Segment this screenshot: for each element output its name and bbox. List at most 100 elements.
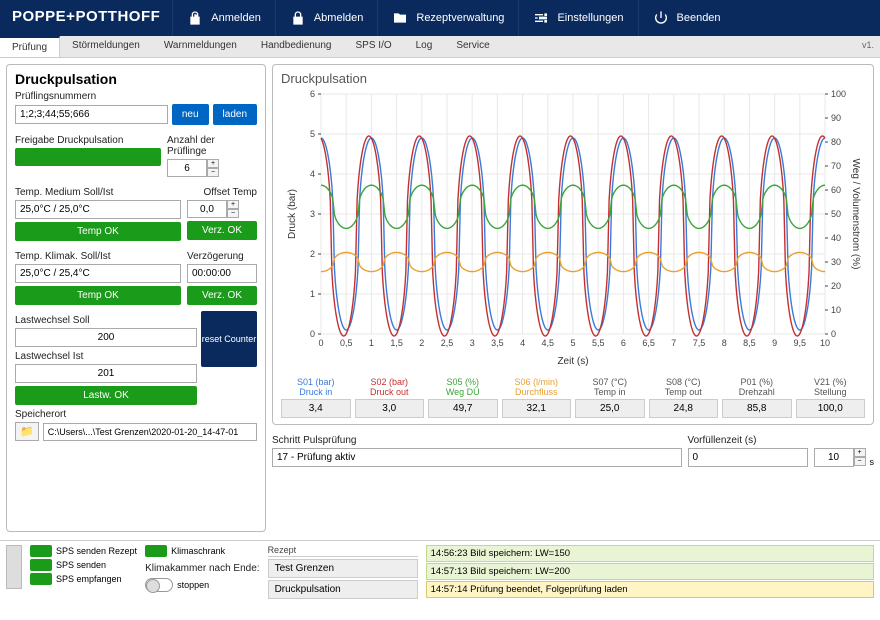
svg-text:40: 40: [831, 233, 841, 243]
svg-text:10: 10: [820, 338, 830, 348]
below-chart-row: Schritt Pulsprüfung Vorfüllenzeit (s) +−…: [272, 431, 874, 467]
svg-text:4,5: 4,5: [542, 338, 555, 348]
temp-ok-1[interactable]: Temp OK: [15, 222, 181, 241]
svg-text:Druck (bar): Druck (bar): [287, 189, 298, 239]
reset-counter-button[interactable]: reset Counter: [201, 311, 257, 367]
count-up[interactable]: +: [207, 159, 219, 168]
readout: S02 (bar)Druck out3,0: [355, 377, 425, 418]
load-button[interactable]: laden: [213, 104, 257, 125]
svg-text:3,5: 3,5: [491, 338, 504, 348]
tab-handbedienung[interactable]: Handbedienung: [249, 36, 344, 57]
klima-ende-label: Klimakammer nach Ende:: [145, 563, 260, 574]
vorfuell-spin-input[interactable]: [814, 448, 854, 467]
svg-text:7,5: 7,5: [693, 338, 706, 348]
tab-störmeldungen[interactable]: Störmeldungen: [60, 36, 152, 57]
svg-text:6: 6: [621, 338, 626, 348]
svg-text:2,5: 2,5: [441, 338, 454, 348]
readout: S05 (%)Weg DÜ49,7: [428, 377, 498, 418]
rezept-item[interactable]: Test Grenzen: [268, 559, 418, 578]
nav-settings[interactable]: Einstellungen: [518, 0, 637, 36]
svg-text:1,5: 1,5: [390, 338, 403, 348]
offset-input[interactable]: [187, 200, 227, 218]
klimaschrank-led: [145, 545, 167, 557]
status-led: [30, 573, 52, 585]
svg-text:70: 70: [831, 161, 841, 171]
tab-bar: PrüfungStörmeldungenWarnmeldungenHandbed…: [0, 36, 880, 58]
count-spinner[interactable]: +−: [167, 159, 257, 177]
log-row: 14:57:13 Bild speichern: LW=200: [426, 563, 874, 580]
verz-ok-1[interactable]: Verz. OK: [187, 221, 257, 240]
svg-text:0: 0: [310, 329, 315, 339]
svg-text:6: 6: [310, 89, 315, 99]
rezept-item[interactable]: Druckpulsation: [268, 580, 418, 599]
temp-klim-input[interactable]: [15, 264, 181, 283]
svg-text:8,5: 8,5: [743, 338, 756, 348]
svg-text:2: 2: [310, 249, 315, 259]
status-row: SPS empfangen: [30, 573, 137, 585]
nav-exit[interactable]: Beenden: [638, 0, 735, 36]
nav-logout[interactable]: Abmelden: [275, 0, 378, 36]
svg-text:Zeit (s): Zeit (s): [557, 356, 588, 367]
vorfuell-input[interactable]: [688, 448, 808, 467]
new-button[interactable]: neu: [172, 104, 209, 125]
rezept-box: Rezept Test Grenzen Druckpulsation: [268, 545, 418, 599]
count-down[interactable]: −: [207, 168, 219, 177]
lw-soll-label: Lastwechsel Soll: [15, 315, 197, 326]
count-input[interactable]: [167, 159, 207, 177]
tab-service[interactable]: Service: [444, 36, 501, 57]
schritt-input[interactable]: [272, 448, 682, 467]
svg-text:5: 5: [570, 338, 575, 348]
verz-ok-2[interactable]: Verz. OK: [187, 286, 257, 305]
log-row: 14:57:14 Prüfung beendet, Folgeprüfung l…: [426, 581, 874, 598]
lw-soll-input[interactable]: [15, 328, 197, 347]
svg-text:5: 5: [310, 129, 315, 139]
tab-prüfung[interactable]: Prüfung: [0, 36, 60, 57]
schritt-label: Schritt Pulsprüfung: [272, 435, 682, 446]
version-label: v1.: [856, 36, 880, 57]
temp-med-label: Temp. Medium Soll/Ist: [15, 187, 181, 198]
readout: S06 (l/min)Durchfluss32,1: [502, 377, 572, 418]
svg-text:6,5: 6,5: [642, 338, 655, 348]
klima-toggle[interactable]: [145, 578, 173, 592]
temp-med-input[interactable]: [15, 200, 181, 219]
lw-ist-label: Lastwechsel Ist: [15, 351, 197, 362]
specimen-label: Prüflingsnummern: [15, 91, 257, 102]
svg-text:1: 1: [369, 338, 374, 348]
chart-box: Druckpulsation 00,511,522,533,544,555,56…: [272, 64, 874, 425]
vorfuell-spinner[interactable]: +−: [814, 448, 864, 467]
offset-spinner[interactable]: +−: [187, 200, 257, 218]
drag-handle[interactable]: [6, 545, 22, 589]
nav-recipes[interactable]: Rezeptverwaltung: [377, 0, 518, 36]
rezept-header: Rezept: [268, 545, 418, 557]
panel-title: Druckpulsation: [15, 71, 257, 87]
log-box: 14:56:23 Bild speichern: LW=15014:57:13 …: [426, 545, 874, 599]
svg-text:0: 0: [831, 329, 836, 339]
lastw-ok[interactable]: Lastw. OK: [15, 386, 197, 405]
speicherort-input[interactable]: [43, 423, 257, 441]
readout: S08 (°C)Temp out24,8: [649, 377, 719, 418]
tab-warnmeldungen[interactable]: Warnmeldungen: [152, 36, 249, 57]
count-label: Anzahl der Prüflinge: [167, 135, 257, 157]
vorfuell-label: Vorfüllenzeit (s): [688, 435, 808, 446]
left-panel: Druckpulsation Prüflingsnummern neu lade…: [6, 64, 266, 532]
specimen-input[interactable]: [15, 105, 168, 124]
temp-ok-2[interactable]: Temp OK: [15, 286, 181, 305]
readout: P01 (%)Drehzahl85,8: [722, 377, 792, 418]
svg-text:3: 3: [470, 338, 475, 348]
folder-icon[interactable]: 📁: [15, 422, 39, 441]
svg-text:10: 10: [831, 305, 841, 315]
klima-column: Klimaschrank Klimakammer nach Ende: stop…: [145, 545, 260, 599]
svg-text:0: 0: [318, 338, 323, 348]
tab-sps i/o[interactable]: SPS I/O: [344, 36, 404, 57]
klimaschrank-label: Klimaschrank: [171, 546, 225, 556]
klima-ende-value: stoppen: [177, 580, 209, 590]
lw-ist-input[interactable]: [15, 364, 197, 383]
status-column: SPS senden RezeptSPS sendenSPS empfangen: [30, 545, 137, 599]
release-indicator[interactable]: [15, 148, 161, 166]
svg-text:4: 4: [310, 169, 315, 179]
tab-log[interactable]: Log: [404, 36, 445, 57]
svg-text:0,5: 0,5: [340, 338, 353, 348]
nav-login[interactable]: Anmelden: [172, 0, 275, 36]
svg-text:1: 1: [310, 289, 315, 299]
verz-input[interactable]: [187, 264, 257, 283]
